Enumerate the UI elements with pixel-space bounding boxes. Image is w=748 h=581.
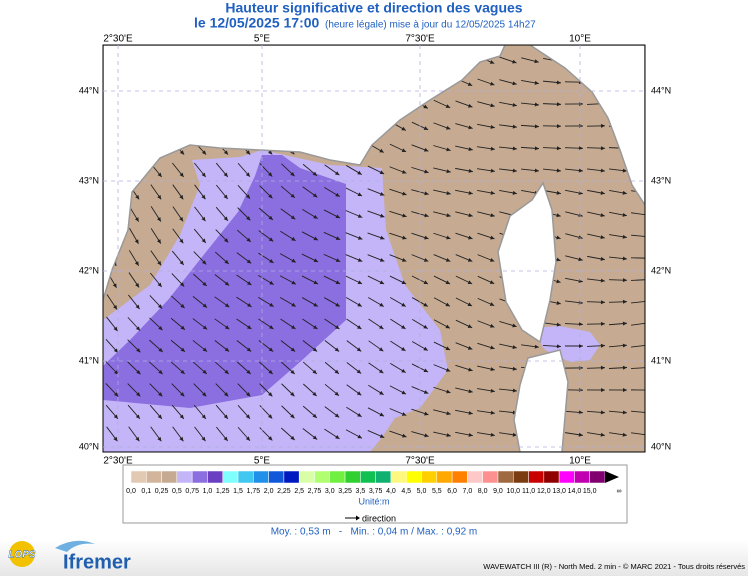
- lat-label: 43°N: [651, 175, 671, 185]
- legend-swatch: [345, 471, 360, 483]
- legend-label: 2,75: [308, 488, 322, 495]
- legend-label: 3,0: [325, 488, 335, 495]
- title: Hauteur significative et direction des v…: [225, 0, 522, 16]
- legend-label: 1,5: [233, 488, 243, 495]
- update-note: (heure légale) mise à jour du 12/05/2025…: [325, 20, 536, 31]
- legend-swatch: [498, 471, 513, 483]
- legend-label: 6,0: [447, 488, 457, 495]
- legend-label: 13,0: [552, 488, 566, 495]
- legend-swatch: [162, 471, 177, 483]
- legend-swatch: [299, 471, 314, 483]
- lon-label: 7°30'E: [405, 34, 435, 45]
- lat-label: 42°N: [651, 265, 671, 275]
- lat-label: 41°N: [79, 355, 99, 365]
- legend-label: 10,0: [506, 488, 520, 495]
- legend-label: 0,0: [126, 488, 136, 495]
- legend-swatch: [131, 471, 146, 483]
- lat-label: 40°N: [79, 441, 99, 451]
- legend-label: 3,75: [369, 488, 383, 495]
- legend-label: 0,25: [155, 488, 169, 495]
- legend-swatch: [483, 471, 498, 483]
- legend-label: 0,75: [185, 488, 199, 495]
- legend-label: 15,0: [583, 488, 597, 495]
- lops-text: LOPS: [8, 550, 36, 561]
- legend-label: 1,25: [216, 488, 230, 495]
- lat-label: 43°N: [79, 175, 99, 185]
- legend-swatch: [529, 471, 544, 483]
- legend-swatch: [360, 471, 375, 483]
- credit: WAVEWATCH III (R) - North Med. 2 min - ©…: [483, 562, 745, 571]
- legend-label: 3,5: [355, 488, 365, 495]
- legend-swatch: [391, 471, 406, 483]
- legend-swatch: [406, 471, 421, 483]
- legend-label: 14,0: [568, 488, 582, 495]
- legend-swatch: [437, 471, 452, 483]
- legend-swatch: [590, 471, 605, 483]
- legend-label: 5,0: [417, 488, 427, 495]
- lat-label: 42°N: [79, 265, 99, 275]
- legend-label: 9,0: [493, 488, 503, 495]
- legend-swatch: [192, 471, 207, 483]
- legend-label: 2,25: [277, 488, 291, 495]
- legend-label: 8,0: [478, 488, 488, 495]
- lon-label: 5°E: [254, 34, 271, 45]
- legend-swatch: [559, 471, 574, 483]
- legend-swatch: [284, 471, 299, 483]
- legend-label: 0,5: [172, 488, 182, 495]
- legend-swatch: [330, 471, 345, 483]
- lon-label: 2°30'E: [103, 34, 133, 45]
- legend-label: 11,0: [522, 488, 535, 495]
- legend-swatch: [238, 471, 253, 483]
- map: [103, 45, 649, 452]
- legend-label: 4,0: [386, 488, 396, 495]
- legend-swatch: [223, 471, 238, 483]
- legend-end-label: ∞: [617, 488, 622, 495]
- legend-swatch: [314, 471, 329, 483]
- legend-label: 0,1: [141, 488, 151, 495]
- legend-swatch: [253, 471, 268, 483]
- legend-swatch: [177, 471, 192, 483]
- legend-swatch: [269, 471, 284, 483]
- legend-label: 5,5: [432, 488, 442, 495]
- unit: Unité:m: [358, 496, 389, 506]
- legend-swatch: [146, 471, 161, 483]
- legend-swatch: [574, 471, 589, 483]
- legend-label: 1,75: [247, 488, 261, 495]
- legend-label: 12,0: [537, 488, 551, 495]
- legend-label: 2,0: [264, 488, 274, 495]
- lat-label: 41°N: [651, 355, 671, 365]
- legend-swatch: [467, 471, 482, 483]
- direction-label: direction: [362, 513, 396, 523]
- stats: Moy. : 0,53 m - Min. : 0,04 m / Max. : 0…: [271, 527, 478, 538]
- legend-label: 2,5: [294, 488, 304, 495]
- lat-label: 44°N: [651, 85, 671, 95]
- legend-label: 4,5: [401, 488, 411, 495]
- date: le 12/05/2025 17:00: [194, 15, 320, 31]
- lat-label: 44°N: [79, 85, 99, 95]
- legend-label: 3,25: [338, 488, 352, 495]
- ifremer-text: Ifremer: [63, 551, 131, 573]
- lat-label: 40°N: [651, 441, 671, 451]
- legend-label: 7,0: [463, 488, 473, 495]
- legend-swatch: [207, 471, 222, 483]
- legend-swatch: [422, 471, 437, 483]
- legend-swatch: [376, 471, 391, 483]
- legend-swatch: [452, 471, 467, 483]
- legend-label: 1,0: [203, 488, 213, 495]
- legend-swatch: [513, 471, 528, 483]
- legend-swatch: [544, 471, 559, 483]
- lon-label: 10°E: [569, 34, 591, 45]
